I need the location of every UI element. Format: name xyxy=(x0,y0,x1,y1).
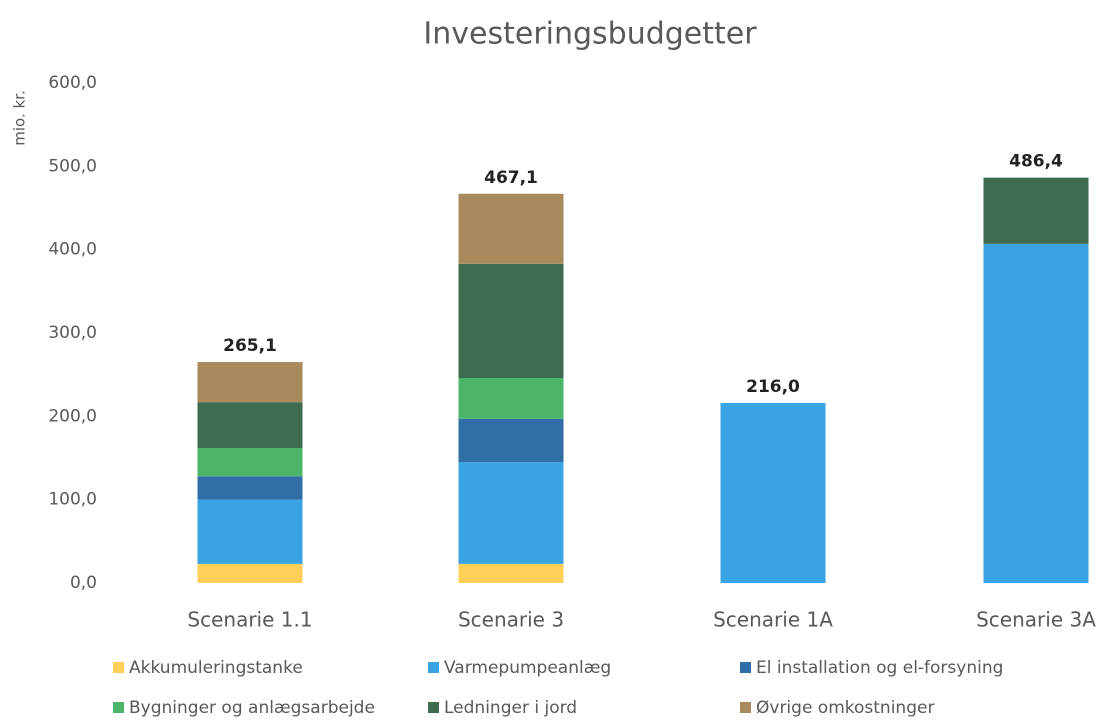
bar-segment xyxy=(983,243,1089,584)
y-tick-label: 100,0 xyxy=(48,490,97,510)
bar-segment xyxy=(458,193,564,264)
legend-label: Bygninger og anlægsarbejde xyxy=(129,698,375,718)
x-tick-label: Scenarie 1A xyxy=(713,608,833,632)
legend-swatch xyxy=(428,702,439,713)
bar-segment xyxy=(197,402,303,448)
x-tick-label: Scenarie 3 xyxy=(458,608,564,632)
x-tick-label: Scenarie 3A xyxy=(976,608,1096,632)
total-label: 467,1 xyxy=(484,168,538,188)
y-axis-label: mio. kr. xyxy=(11,90,29,145)
bar-segment xyxy=(983,177,1089,244)
bar-segment xyxy=(197,563,303,583)
x-tick-label: Scenarie 1.1 xyxy=(187,608,312,632)
y-tick-label: 600,0 xyxy=(48,73,97,93)
bar-segment xyxy=(720,403,826,583)
y-tick-label: 200,0 xyxy=(48,406,97,426)
y-tick-label: 0,0 xyxy=(70,573,97,593)
legend-label: Ledninger i jord xyxy=(444,698,577,718)
bar-segment xyxy=(458,378,564,419)
legend-swatch xyxy=(113,662,124,673)
bar-segment xyxy=(197,362,303,403)
y-tick-label: 400,0 xyxy=(48,240,97,260)
bar-segment xyxy=(458,563,564,583)
bar-segment xyxy=(197,499,303,564)
total-label: 265,1 xyxy=(223,336,277,356)
total-label: 486,4 xyxy=(1009,152,1063,172)
y-tick-label: 500,0 xyxy=(48,156,97,176)
legend-label: Øvrige omkostninger xyxy=(756,698,934,718)
bar-segment xyxy=(197,476,303,500)
legend-label: Varmepumpeanlæg xyxy=(444,658,611,678)
legend-swatch xyxy=(428,662,439,673)
total-label: 216,0 xyxy=(746,377,800,397)
bar-segment xyxy=(458,418,564,463)
legend-label: Akkumuleringstanke xyxy=(129,658,303,678)
legend-swatch xyxy=(740,702,751,713)
legend-swatch xyxy=(113,702,124,713)
chart-title: Investeringsbudgetter xyxy=(423,17,757,52)
legend-swatch xyxy=(740,662,751,673)
y-tick-label: 300,0 xyxy=(48,323,97,343)
bar-segment xyxy=(197,448,303,477)
bar-segment xyxy=(458,462,564,564)
bar-segment xyxy=(458,263,564,378)
legend-label: El installation og el-forsyning xyxy=(756,658,1003,678)
